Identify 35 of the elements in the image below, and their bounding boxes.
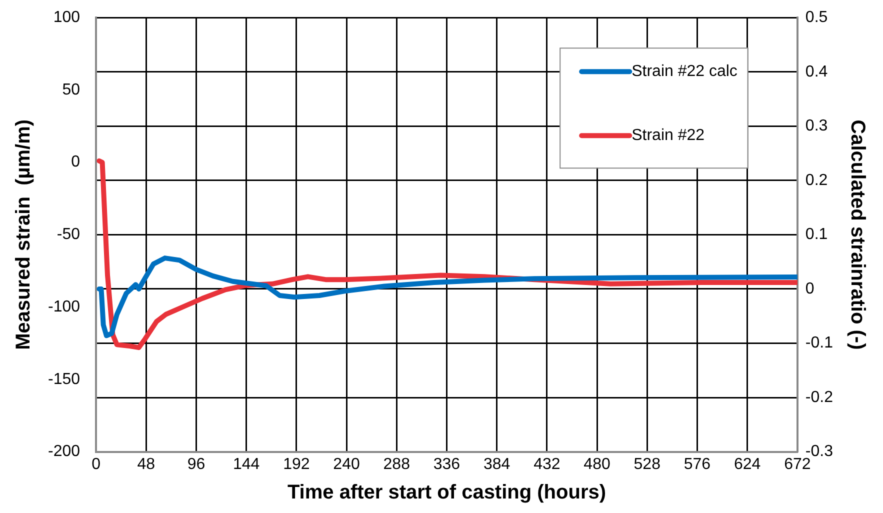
x-tick-label: 192	[283, 456, 310, 473]
x-tick-label: 576	[684, 456, 711, 473]
y2-tick-label: 0.2	[805, 172, 828, 189]
y-tick-label: 50	[62, 81, 80, 98]
y-axis-title: Measured strain (µm/m)	[12, 119, 35, 350]
x-tick-label: 480	[584, 456, 610, 473]
x-tick-label: 528	[634, 456, 661, 473]
y-tick-label: -50	[56, 226, 80, 244]
x-tick-label: 144	[232, 456, 260, 473]
y2-tick-label: 0.5	[805, 9, 828, 26]
x-tick-label: 384	[483, 456, 510, 473]
x-tick-label: 48	[137, 456, 156, 473]
x-tick-label: 0	[92, 456, 101, 473]
x-tick-label: 624	[734, 456, 761, 473]
x-tick-label: 432	[534, 456, 560, 473]
y2-tick-label: 0.4	[805, 63, 828, 80]
y2-axis-title: Calculated strainratio (-)	[846, 120, 868, 350]
x-axis-title: Time after start of casting (hours)	[287, 482, 606, 504]
y-tick-label: 100	[53, 9, 80, 26]
legend-label: Strain #22	[632, 127, 705, 144]
legend-label: Strain #22 calc	[632, 63, 738, 80]
y2-tick-label: 0.1	[805, 226, 828, 244]
y-tick-label: -200	[48, 443, 80, 460]
x-tick-label: 336	[433, 456, 460, 473]
y2-tick-label: -0.1	[805, 334, 834, 352]
y2-tick-label: -0.2	[805, 388, 834, 406]
y2-tick-label: 0.3	[805, 118, 828, 135]
y-tick-label: 0	[71, 154, 80, 171]
y-tick-label: -150	[48, 370, 80, 388]
x-tick-label: 672	[784, 456, 811, 473]
x-tick-label: 96	[187, 456, 206, 473]
y2-tick-label: 0	[805, 280, 814, 298]
x-tick-label: 240	[333, 456, 360, 473]
x-tick-label: 288	[383, 456, 410, 473]
y-tick-label: -100	[48, 298, 80, 316]
